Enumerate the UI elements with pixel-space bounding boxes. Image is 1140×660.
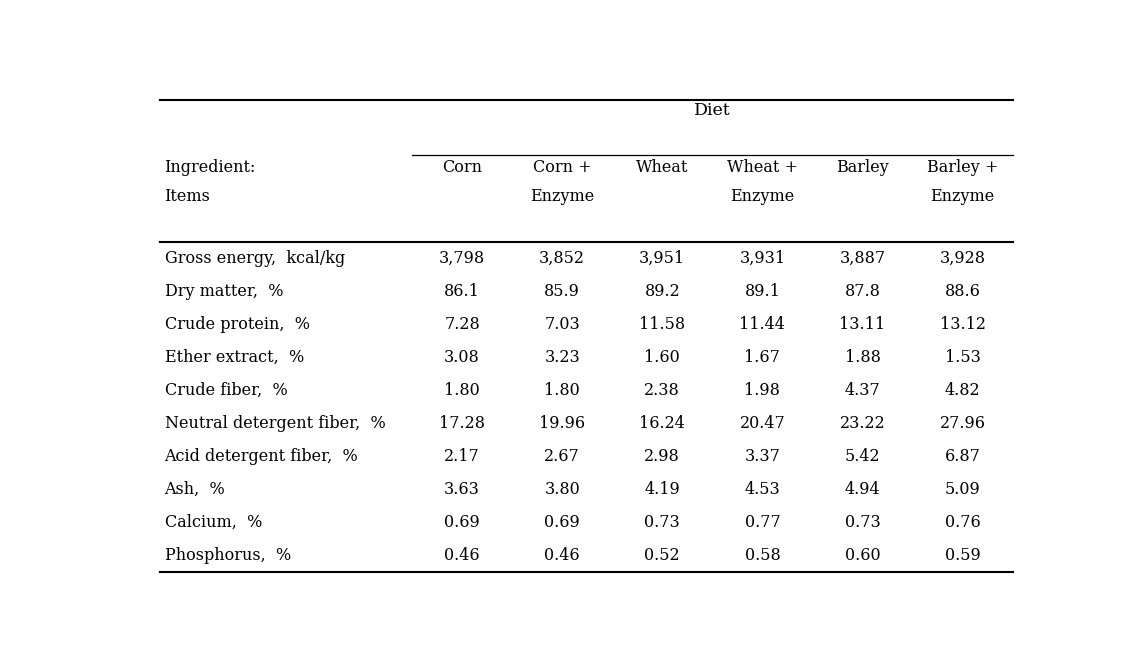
Text: 13.12: 13.12 xyxy=(939,316,986,333)
Text: 5.42: 5.42 xyxy=(845,448,880,465)
Text: 3,798: 3,798 xyxy=(439,250,486,267)
Text: 0.69: 0.69 xyxy=(445,514,480,531)
Text: 5.09: 5.09 xyxy=(945,481,980,498)
Text: 3.37: 3.37 xyxy=(744,448,781,465)
Text: 86.1: 86.1 xyxy=(445,283,480,300)
Text: 89.2: 89.2 xyxy=(644,283,681,300)
Text: 11.58: 11.58 xyxy=(640,316,685,333)
Text: 1.80: 1.80 xyxy=(544,382,580,399)
Text: 3,852: 3,852 xyxy=(539,250,585,267)
Text: Dry matter,  %: Dry matter, % xyxy=(164,283,283,300)
Text: 16.24: 16.24 xyxy=(640,415,685,432)
Text: Wheat +
Enzyme: Wheat + Enzyme xyxy=(727,160,798,205)
Text: Ingredient:
Items: Ingredient: Items xyxy=(164,160,256,205)
Text: 3,887: 3,887 xyxy=(839,250,886,267)
Text: 4.37: 4.37 xyxy=(845,382,880,399)
Text: 1.67: 1.67 xyxy=(744,349,781,366)
Text: 0.73: 0.73 xyxy=(845,514,880,531)
Text: Ash,  %: Ash, % xyxy=(164,481,226,498)
Text: 11.44: 11.44 xyxy=(740,316,785,333)
Text: 1.98: 1.98 xyxy=(744,382,781,399)
Text: Gross energy,  kcal/kg: Gross energy, kcal/kg xyxy=(164,250,344,267)
Text: 0.60: 0.60 xyxy=(845,547,880,564)
Text: 2.67: 2.67 xyxy=(544,448,580,465)
Text: 1.53: 1.53 xyxy=(945,349,980,366)
Text: 4.53: 4.53 xyxy=(744,481,780,498)
Text: 0.77: 0.77 xyxy=(744,514,780,531)
Text: 27.96: 27.96 xyxy=(939,415,986,432)
Text: 19.96: 19.96 xyxy=(539,415,585,432)
Text: 89.1: 89.1 xyxy=(744,283,781,300)
Text: Crude fiber,  %: Crude fiber, % xyxy=(164,382,287,399)
Text: Corn: Corn xyxy=(442,160,482,176)
Text: Acid detergent fiber,  %: Acid detergent fiber, % xyxy=(164,448,358,465)
Text: 7.28: 7.28 xyxy=(445,316,480,333)
Text: Wheat: Wheat xyxy=(636,160,689,176)
Text: 3,951: 3,951 xyxy=(640,250,685,267)
Text: 87.8: 87.8 xyxy=(845,283,880,300)
Text: Calcium,  %: Calcium, % xyxy=(164,514,262,531)
Text: 0.46: 0.46 xyxy=(445,547,480,564)
Text: 2.38: 2.38 xyxy=(644,382,681,399)
Text: 1.88: 1.88 xyxy=(845,349,880,366)
Text: Diet: Diet xyxy=(694,102,731,119)
Text: 0.52: 0.52 xyxy=(644,547,681,564)
Text: Phosphorus,  %: Phosphorus, % xyxy=(164,547,291,564)
Text: 4.82: 4.82 xyxy=(945,382,980,399)
Text: 3.08: 3.08 xyxy=(445,349,480,366)
Text: 3,931: 3,931 xyxy=(740,250,785,267)
Text: 3.23: 3.23 xyxy=(544,349,580,366)
Text: 2.17: 2.17 xyxy=(445,448,480,465)
Text: Ether extract,  %: Ether extract, % xyxy=(164,349,304,366)
Text: 13.11: 13.11 xyxy=(839,316,886,333)
Text: 88.6: 88.6 xyxy=(945,283,980,300)
Text: 7.03: 7.03 xyxy=(544,316,580,333)
Text: Corn +
Enzyme: Corn + Enzyme xyxy=(530,160,594,205)
Text: 1.80: 1.80 xyxy=(445,382,480,399)
Text: 0.76: 0.76 xyxy=(945,514,980,531)
Text: 2.98: 2.98 xyxy=(644,448,681,465)
Text: 0.46: 0.46 xyxy=(544,547,580,564)
Text: Barley +
Enzyme: Barley + Enzyme xyxy=(927,160,999,205)
Text: 3,928: 3,928 xyxy=(939,250,986,267)
Text: 6.87: 6.87 xyxy=(945,448,980,465)
Text: Crude protein,  %: Crude protein, % xyxy=(164,316,310,333)
Text: 4.19: 4.19 xyxy=(644,481,681,498)
Text: 0.73: 0.73 xyxy=(644,514,681,531)
Text: 0.58: 0.58 xyxy=(744,547,780,564)
Text: Barley: Barley xyxy=(836,160,889,176)
Text: 3.63: 3.63 xyxy=(445,481,480,498)
Text: 85.9: 85.9 xyxy=(544,283,580,300)
Text: 17.28: 17.28 xyxy=(439,415,484,432)
Text: 20.47: 20.47 xyxy=(740,415,785,432)
Text: 23.22: 23.22 xyxy=(840,415,886,432)
Text: 1.60: 1.60 xyxy=(644,349,681,366)
Text: Neutral detergent fiber,  %: Neutral detergent fiber, % xyxy=(164,415,385,432)
Text: 0.69: 0.69 xyxy=(544,514,580,531)
Text: 0.59: 0.59 xyxy=(945,547,980,564)
Text: 3.80: 3.80 xyxy=(544,481,580,498)
Text: 4.94: 4.94 xyxy=(845,481,880,498)
